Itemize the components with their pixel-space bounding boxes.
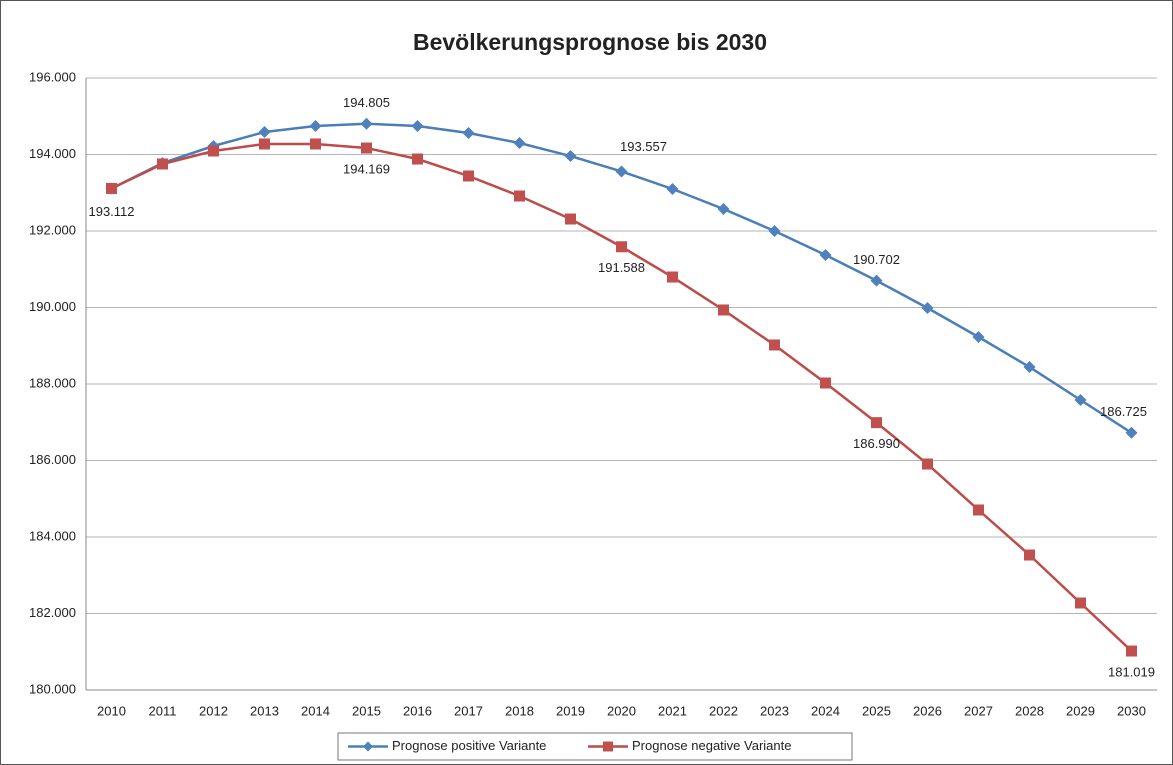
y-tick-label: 196.000 [29,69,76,84]
legend-label: Prognose positive Variante [392,738,546,753]
x-tick-label: 2010 [97,703,126,718]
point [564,150,577,163]
x-tick-label: 2029 [1066,703,1095,718]
point [412,153,423,165]
point [1024,549,1035,561]
data-label: 194.805 [343,95,390,110]
x-tick-label: 2013 [250,703,279,718]
legend-label: Prognose negative Variante [632,738,791,753]
point [717,203,730,216]
point [157,158,168,170]
x-tick-label: 2016 [403,703,432,718]
point [1075,597,1086,609]
data-label: 186.725 [1100,404,1147,419]
point [463,170,474,182]
point [310,138,321,150]
x-tick-label: 2027 [964,703,993,718]
point [871,417,882,429]
x-tick-label: 2012 [199,703,228,718]
point [565,213,576,225]
x-tick-label: 2028 [1015,703,1044,718]
y-tick-label: 192.000 [29,222,76,237]
x-tick-label: 2019 [556,703,585,718]
point [870,274,883,287]
point [667,271,678,283]
x-tick-label: 2020 [607,703,636,718]
y-tick-label: 184.000 [29,528,76,543]
point [411,120,424,133]
x-tick-label: 2030 [1117,703,1146,718]
y-tick-label: 180.000 [29,681,76,696]
x-tick-label: 2011 [149,703,177,718]
x-tick-label: 2024 [811,703,840,718]
point [972,330,985,343]
x-tick-label: 2023 [760,703,789,718]
x-tick-label: 2015 [352,703,381,718]
y-tick-label: 182.000 [29,605,76,620]
point [615,165,628,178]
point [921,301,934,314]
y-tick-label: 190.000 [29,299,76,314]
legend-marker [603,741,613,752]
point [462,127,475,140]
point [922,458,933,470]
point [309,120,322,133]
data-label: 193.112 [88,204,134,219]
point [718,304,729,316]
point [1125,426,1138,439]
point [666,183,679,196]
x-tick-label: 2022 [709,703,738,718]
data-label: 190.702 [853,252,900,267]
x-tick-label: 2026 [913,703,942,718]
point [514,190,525,202]
point [361,142,372,154]
point [208,145,219,157]
point [769,339,780,351]
point [258,126,271,139]
point [360,117,373,130]
x-tick-label: 2021 [658,703,687,718]
x-tick-label: 2025 [862,703,891,718]
data-label: 181.019 [1108,664,1155,679]
data-label: 193.557 [620,139,667,154]
x-tick-label: 2014 [301,703,330,718]
data-label: 194.169 [343,161,390,176]
y-tick-label: 188.000 [29,375,76,390]
point [819,248,832,261]
point [973,504,984,516]
point [106,182,117,194]
point [616,241,627,253]
point [1074,393,1087,406]
chart-title: Bevölkerungsprognose bis 2030 [413,29,767,55]
y-tick-label: 186.000 [29,452,76,467]
x-tick-label: 2018 [505,703,534,718]
point [259,138,270,150]
y-tick-label: 194.000 [29,146,76,161]
legend-marker [363,741,373,752]
point [768,225,781,237]
point [1023,361,1036,374]
data-label: 186.990 [853,436,900,451]
x-tick-label: 2017 [454,703,483,718]
point [820,377,831,389]
point [1126,645,1137,657]
data-label: 191.588 [598,260,645,275]
point [513,137,526,150]
